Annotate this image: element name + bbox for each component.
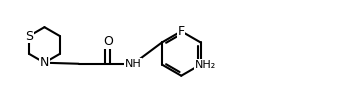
Text: NH: NH: [125, 59, 142, 69]
Text: O: O: [103, 35, 113, 48]
Text: N: N: [40, 56, 49, 69]
Text: NH₂: NH₂: [195, 60, 216, 70]
Text: S: S: [25, 30, 33, 43]
Text: F: F: [178, 25, 185, 38]
